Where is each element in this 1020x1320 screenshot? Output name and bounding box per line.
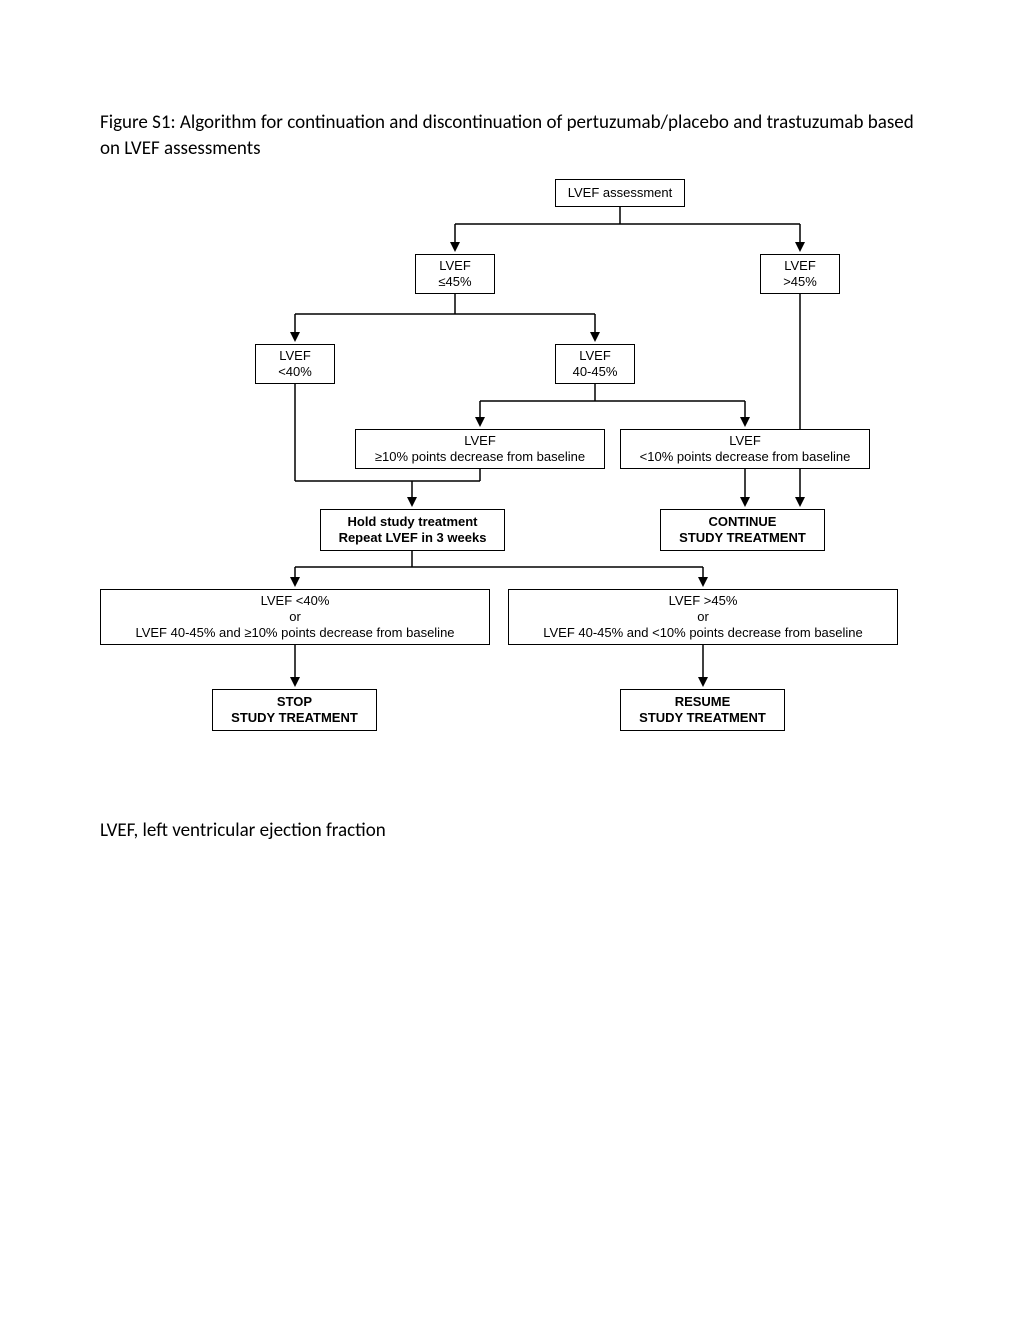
node-n10: LVEF <40%orLVEF 40-45% and ≥10% points d… (100, 589, 490, 645)
node-line: LVEF (729, 433, 761, 449)
node-n8: Hold study treatmentRepeat LVEF in 3 wee… (320, 509, 505, 551)
node-line: >45% (783, 274, 817, 290)
node-line: LVEF assessment (568, 185, 673, 201)
node-line: STUDY TREATMENT (231, 710, 358, 726)
node-n11: LVEF >45%orLVEF 40-45% and <10% points d… (508, 589, 898, 645)
node-line: ≥10% points decrease from baseline (375, 449, 585, 465)
arrowhead-icon (698, 677, 708, 687)
node-line: RESUME (675, 694, 731, 710)
node-line: LVEF (279, 348, 311, 364)
node-n3: LVEF>45% (760, 254, 840, 294)
arrowhead-icon (740, 497, 750, 507)
node-line: ≤45% (438, 274, 471, 290)
node-line: Hold study treatment (347, 514, 477, 530)
node-line: LVEF >45% (669, 593, 738, 609)
node-line: or (289, 609, 301, 625)
node-line: CONTINUE (709, 514, 777, 530)
node-n5: LVEF40-45% (555, 344, 635, 384)
arrowhead-icon (290, 332, 300, 342)
node-n7: LVEF<10% points decrease from baseline (620, 429, 870, 469)
arrowhead-icon (407, 497, 417, 507)
node-line: Repeat LVEF in 3 weeks (339, 530, 487, 546)
figure-title: Figure S1: Algorithm for continuation an… (100, 110, 920, 161)
node-line: LVEF (439, 258, 471, 274)
node-line: LVEF 40-45% and <10% points decrease fro… (543, 625, 863, 641)
node-line: or (697, 609, 709, 625)
node-line: <10% points decrease from baseline (640, 449, 851, 465)
arrowhead-icon (698, 577, 708, 587)
node-line: STUDY TREATMENT (639, 710, 766, 726)
node-line: LVEF 40-45% and ≥10% points decrease fro… (135, 625, 454, 641)
node-line: STOP (277, 694, 312, 710)
arrowhead-icon (450, 242, 460, 252)
node-line: LVEF (579, 348, 611, 364)
arrowhead-icon (740, 417, 750, 427)
arrowhead-icon (290, 677, 300, 687)
node-n1: LVEF assessment (555, 179, 685, 207)
node-line: <40% (278, 364, 312, 380)
node-line: 40-45% (573, 364, 618, 380)
arrowhead-icon (590, 332, 600, 342)
arrowhead-icon (290, 577, 300, 587)
flowchart: LVEF assessmentLVEF≤45%LVEF>45%LVEF<40%L… (100, 169, 920, 789)
node-n2: LVEF≤45% (415, 254, 495, 294)
arrowhead-icon (795, 242, 805, 252)
arrowhead-icon (795, 497, 805, 507)
node-n12: STOPSTUDY TREATMENT (212, 689, 377, 731)
arrowhead-icon (475, 417, 485, 427)
node-n9: CONTINUESTUDY TREATMENT (660, 509, 825, 551)
node-line: STUDY TREATMENT (679, 530, 806, 546)
node-n13: RESUMESTUDY TREATMENT (620, 689, 785, 731)
node-line: LVEF (784, 258, 816, 274)
node-line: LVEF (464, 433, 496, 449)
node-n4: LVEF<40% (255, 344, 335, 384)
node-n6: LVEF≥10% points decrease from baseline (355, 429, 605, 469)
node-line: LVEF <40% (261, 593, 330, 609)
footnote: LVEF, left ventricular ejection fraction (100, 819, 920, 842)
